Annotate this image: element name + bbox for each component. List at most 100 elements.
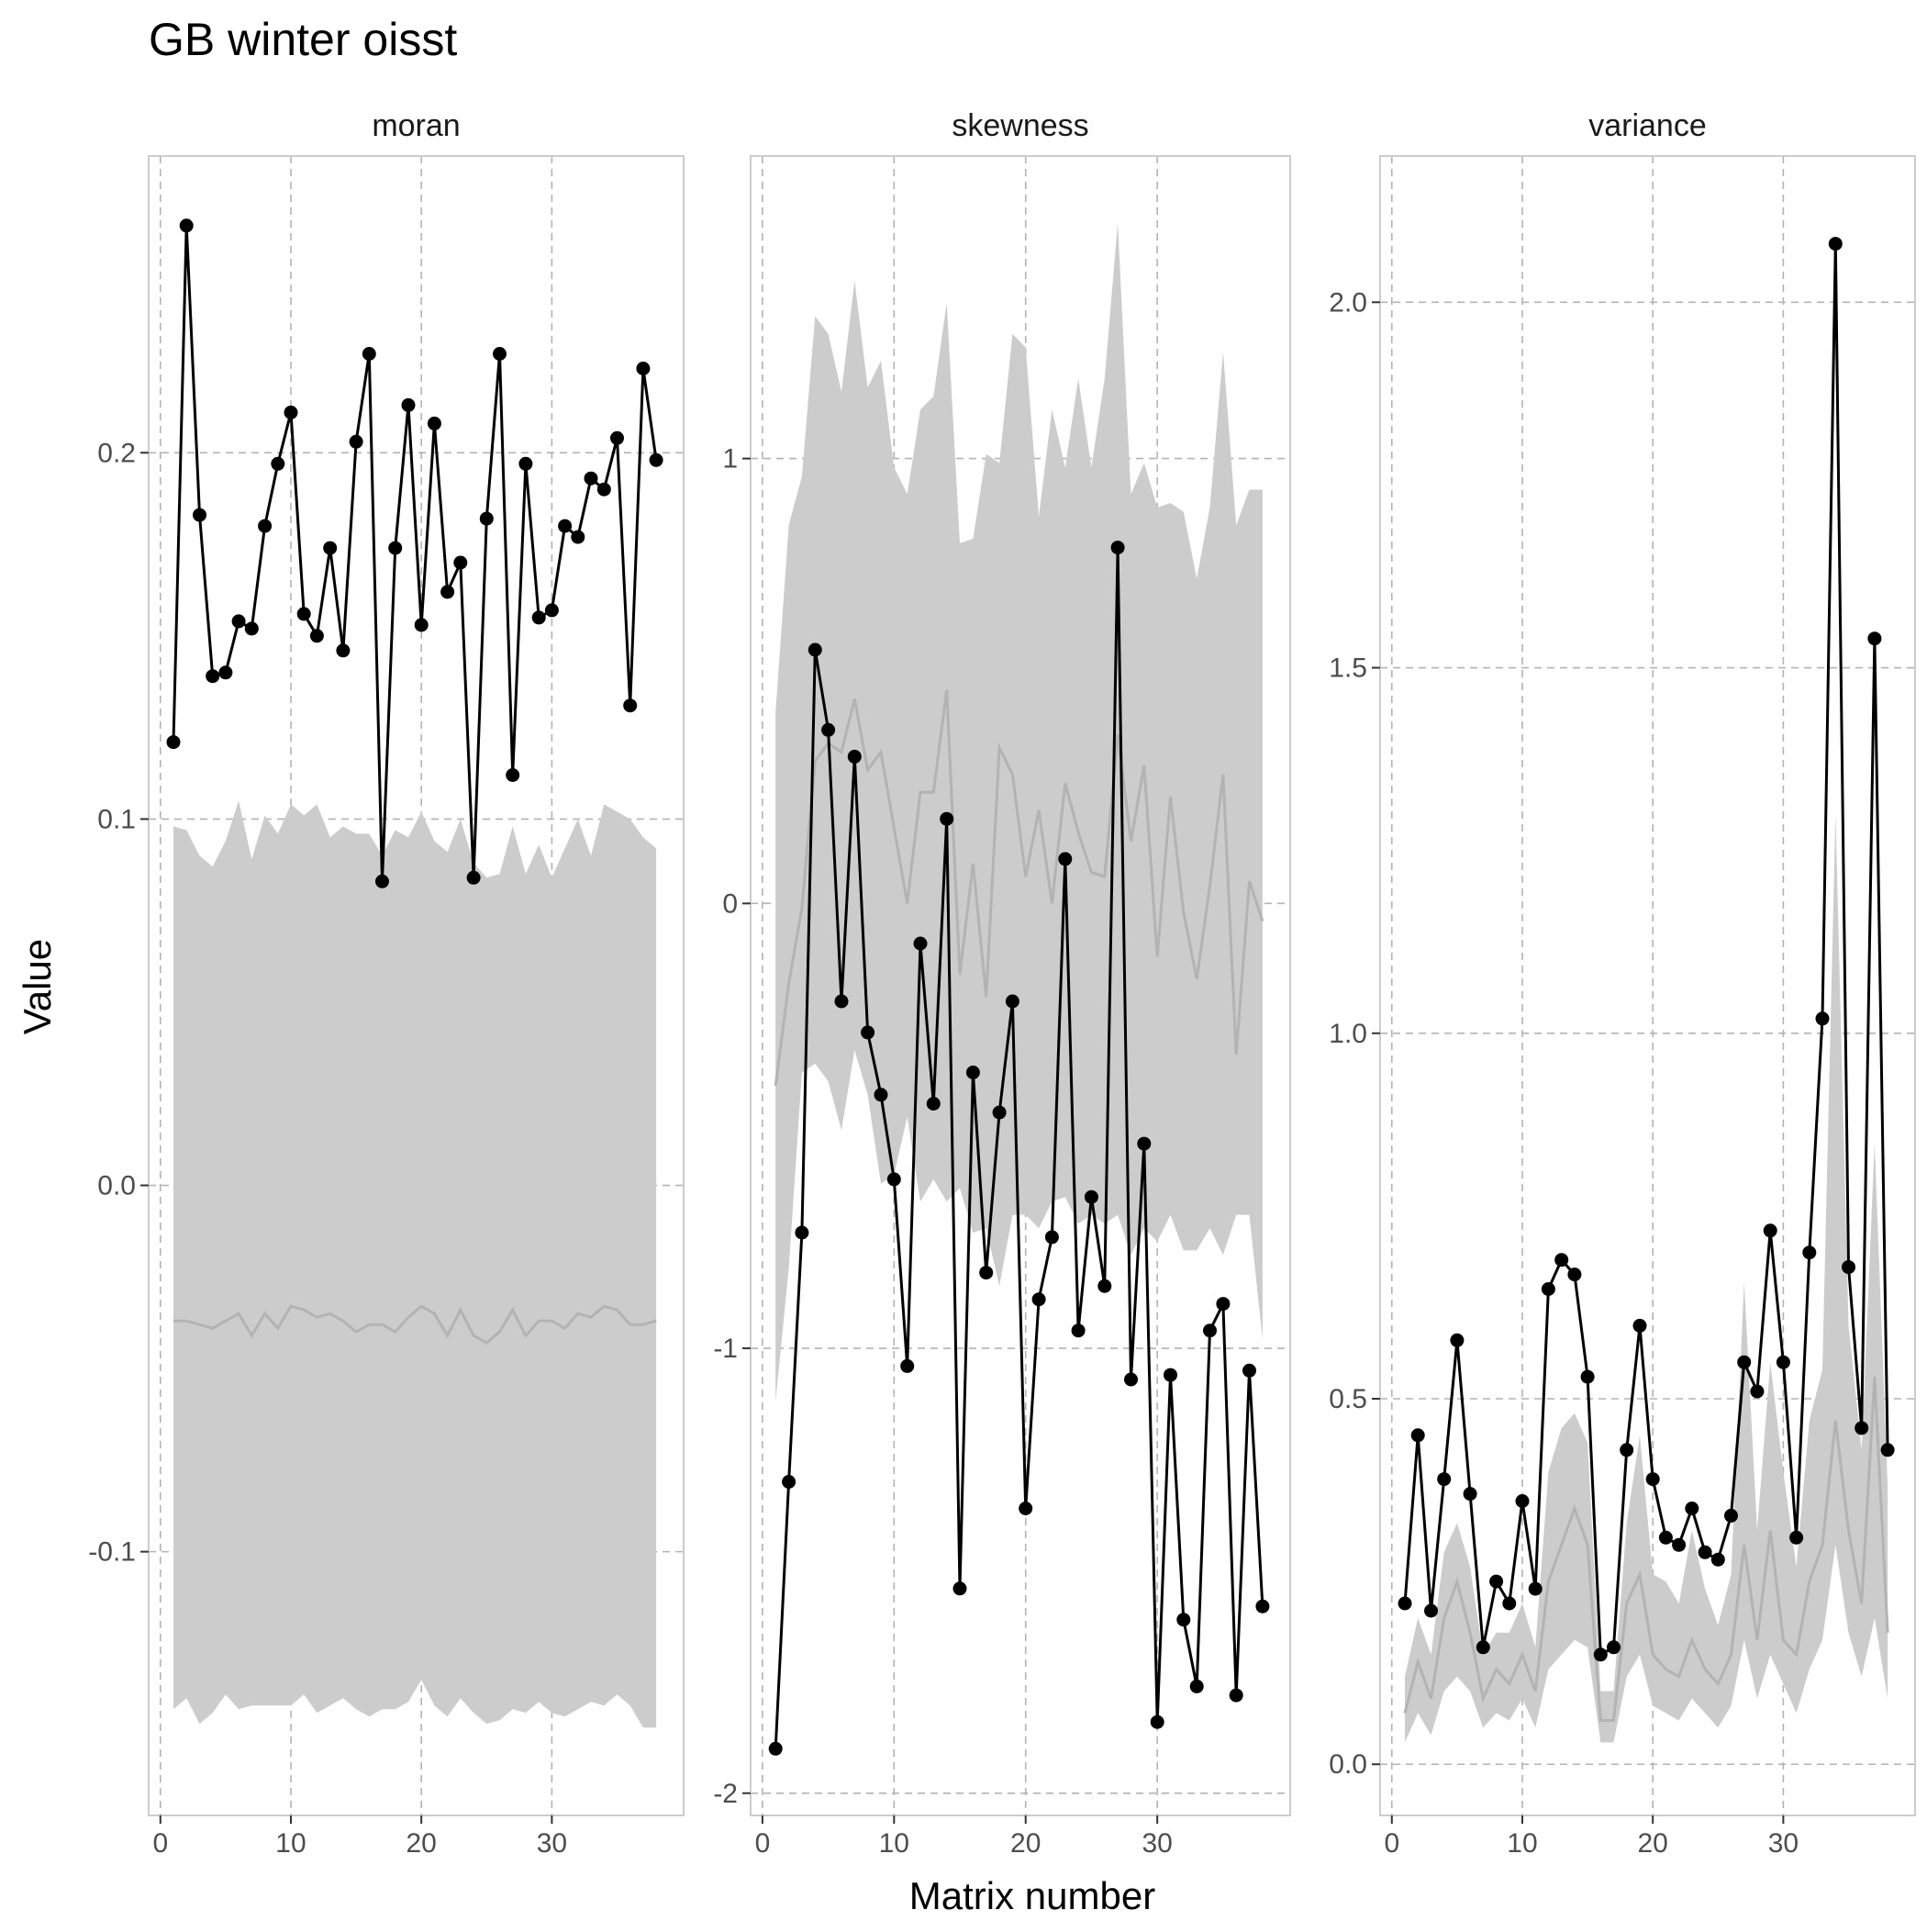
x-tick-label: 20: [1010, 1828, 1041, 1859]
data-point: [768, 1741, 783, 1756]
data-point: [1031, 1292, 1046, 1307]
data-point: [1005, 994, 1019, 1009]
data-point: [808, 642, 822, 657]
data-point: [1164, 1368, 1177, 1382]
data-point: [1580, 1369, 1595, 1384]
data-point: [1044, 1230, 1059, 1245]
data-point: [610, 430, 624, 445]
data-point: [1645, 1472, 1660, 1487]
data-point: [1398, 1596, 1412, 1611]
data-point: [1084, 1189, 1098, 1204]
data-point: [1541, 1282, 1555, 1296]
data-point: [453, 555, 468, 570]
data-point: [479, 511, 494, 526]
y-tick-label: 1.0: [1329, 1019, 1367, 1049]
data-point: [1724, 1508, 1738, 1523]
data-point: [193, 508, 206, 522]
data-point: [1528, 1581, 1543, 1596]
data-point: [795, 1225, 809, 1240]
data-point: [1815, 1011, 1830, 1026]
strip-label: moran: [372, 108, 460, 143]
y-tick-label: -2: [713, 1779, 738, 1809]
x-tick-label: 30: [537, 1828, 567, 1859]
median-line: [774, 689, 1264, 1087]
data-point: [166, 735, 181, 750]
data-point: [309, 629, 324, 643]
data-point: [1867, 631, 1882, 646]
x-tick-label: 10: [879, 1828, 909, 1859]
data-point: [206, 669, 220, 684]
data-point: [965, 1066, 980, 1079]
data-point: [401, 397, 416, 412]
y-tick-label: -1: [713, 1334, 738, 1364]
y-tick-label: 0.2: [97, 438, 136, 468]
data-point: [834, 994, 849, 1009]
data-point: [1137, 1136, 1152, 1151]
data-point: [1410, 1428, 1425, 1443]
data-point: [1489, 1574, 1504, 1589]
data-point: [1097, 1279, 1112, 1293]
data-point: [1463, 1487, 1477, 1502]
data-point: [1880, 1443, 1895, 1457]
series-line: [1403, 243, 1889, 1658]
x-tick-label: 10: [275, 1828, 306, 1859]
data-point: [1828, 237, 1843, 251]
data-point: [427, 416, 441, 430]
envelope-band: [775, 222, 1263, 1402]
data-point: [218, 665, 233, 680]
panel-border: [750, 155, 1291, 1816]
median-line: [173, 1304, 657, 1345]
data-point: [1424, 1603, 1438, 1618]
strip-label: variance: [1588, 108, 1707, 143]
data-point: [1176, 1613, 1191, 1627]
y-tick-label: -0.1: [88, 1537, 136, 1568]
x-tick-label: 20: [407, 1828, 437, 1859]
y-tick-label: 0.1: [97, 804, 136, 834]
envelope-band: [1405, 813, 1888, 1743]
y-tick-label: 1.5: [1329, 653, 1367, 684]
data-point: [244, 621, 259, 636]
data-point: [649, 452, 663, 467]
data-point: [1554, 1253, 1569, 1268]
y-tick-label: 0: [722, 888, 738, 919]
data-point: [1672, 1537, 1687, 1552]
data-point: [623, 698, 638, 713]
data-point: [926, 1097, 941, 1111]
y-tick-label: 0.5: [1329, 1384, 1367, 1414]
data-point: [558, 519, 573, 533]
data-point: [1071, 1323, 1086, 1338]
data-point: [913, 936, 928, 951]
data-point: [1216, 1297, 1231, 1312]
data-point: [1229, 1688, 1243, 1703]
data-point: [1750, 1384, 1765, 1399]
data-point: [336, 643, 351, 658]
data-point: [323, 541, 338, 555]
x-axis-title: Matrix number: [909, 1874, 1155, 1917]
y-tick-label: 0.0: [1329, 1749, 1367, 1780]
panel-variance: variance 0 10 20 30 0.0 0.5 1.0 1.5 2.0: [1329, 108, 1916, 1859]
data-point: [1515, 1494, 1530, 1508]
data-point: [258, 519, 273, 533]
data-point: [349, 434, 363, 449]
data-point: [1710, 1552, 1725, 1567]
data-point: [847, 749, 862, 764]
data-point: [1607, 1640, 1621, 1655]
panel-skewness: skewness 0 10 20 30 -2 -1 0 1: [713, 108, 1291, 1859]
series-line: [774, 547, 1264, 1749]
panel-moran: moran 0 10 20 30 -0.1 0.0 0.1 0.2: [88, 108, 685, 1859]
data-point: [1058, 852, 1073, 866]
data-point: [414, 618, 429, 632]
envelope-band: [173, 800, 657, 1728]
data-point: [952, 1581, 967, 1596]
data-point: [940, 811, 954, 826]
data-point: [466, 870, 481, 885]
data-point: [571, 530, 585, 544]
panel-border: [148, 155, 685, 1816]
data-point: [1255, 1599, 1270, 1614]
data-point: [1842, 1260, 1855, 1275]
y-tick-label: 2.0: [1329, 287, 1367, 318]
data-point: [1789, 1530, 1804, 1545]
data-point: [388, 541, 403, 555]
